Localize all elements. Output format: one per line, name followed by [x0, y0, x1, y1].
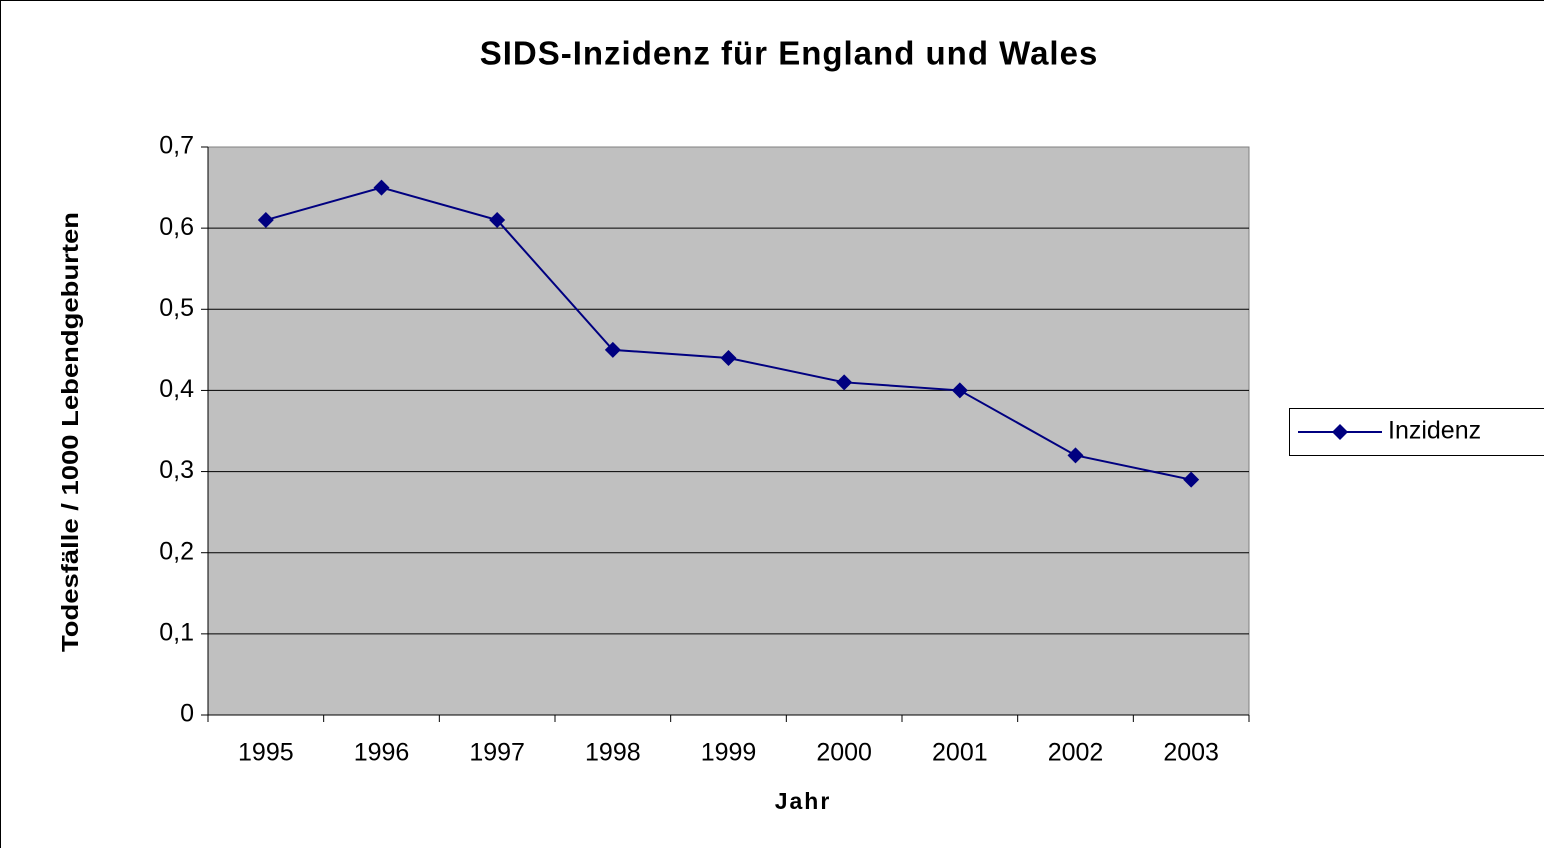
y-tick-label: 0,4 — [159, 375, 194, 403]
y-tick-label: 0,3 — [159, 456, 194, 484]
y-tick-label: 0,1 — [159, 618, 194, 646]
y-tick-label: 0,5 — [159, 294, 194, 322]
x-tick-label: 1995 — [238, 739, 294, 767]
data-point — [604, 341, 621, 358]
y-axis-title: Todesfälle / 1000 Lebendgeburten — [57, 212, 83, 652]
data-point — [257, 212, 274, 229]
x-tick-label: 2002 — [1048, 739, 1104, 767]
x-tick-label: 1998 — [585, 739, 641, 767]
y-tick-label: 0,6 — [159, 213, 194, 241]
y-tick-label: 0,7 — [159, 132, 194, 160]
x-tick-label: 2003 — [1163, 739, 1219, 767]
y-tick-label: 0,2 — [159, 537, 194, 565]
chart-title: SIDS-Inzidenz für England und Wales — [480, 35, 1099, 72]
x-tick-label: 1996 — [354, 739, 410, 767]
x-axis-title: Jahr — [775, 788, 832, 814]
x-tick-label: 2001 — [932, 739, 988, 767]
data-point — [489, 212, 506, 229]
legend-marker — [1332, 424, 1348, 440]
y-tick-label: 0 — [180, 700, 194, 728]
data-point — [373, 179, 390, 196]
data-point — [951, 382, 968, 399]
data-point — [836, 374, 853, 391]
data-point — [1067, 447, 1084, 464]
legend-label: Inzidenz — [1388, 417, 1481, 445]
data-point — [720, 349, 737, 366]
x-tick-label: 2000 — [816, 739, 872, 767]
x-tick-label: 1999 — [701, 739, 757, 767]
x-tick-label: 1997 — [469, 739, 525, 767]
plot-area — [207, 146, 1250, 716]
data-point — [1183, 471, 1200, 488]
